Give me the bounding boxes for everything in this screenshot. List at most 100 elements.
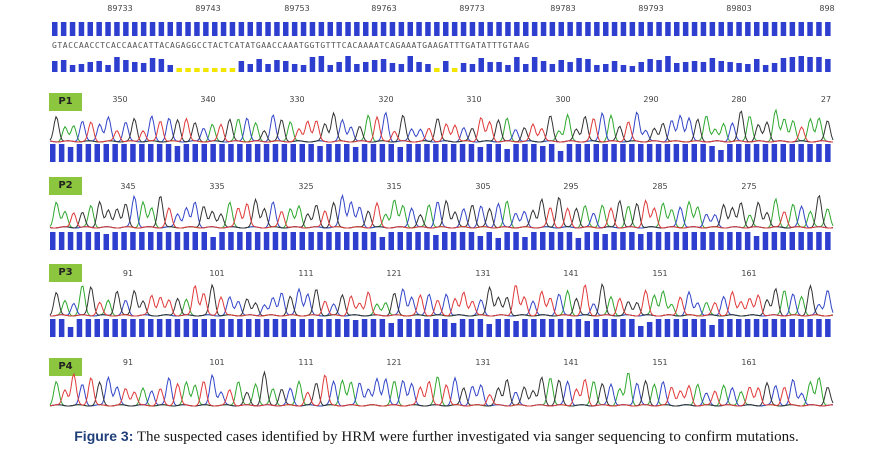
quality-bar	[344, 232, 350, 250]
quality-bar	[816, 144, 822, 162]
quality-bar	[780, 232, 786, 250]
quality-bar	[629, 144, 635, 162]
quality-bar	[477, 147, 484, 162]
quality-bar	[477, 236, 484, 250]
ref-bar	[451, 22, 458, 36]
quality-bar	[531, 144, 537, 162]
quality-bar	[85, 144, 92, 162]
quality-bar	[487, 62, 493, 72]
quality-bar	[691, 319, 697, 337]
quality-bar	[397, 319, 403, 337]
quality-bar	[468, 144, 475, 162]
quality-bar	[148, 232, 154, 250]
quality-bar	[718, 61, 724, 72]
quality-bar	[460, 63, 467, 72]
quality-bar	[468, 319, 475, 337]
quality-bar	[505, 65, 511, 72]
ref-bar	[105, 22, 111, 36]
ref-bar	[718, 22, 724, 36]
quality-bar	[611, 319, 617, 337]
quality-bar	[192, 232, 198, 250]
quality-bar	[210, 237, 216, 250]
caption-label: Figure 3:	[74, 428, 134, 444]
quality-bar	[60, 60, 67, 72]
quality-bar	[112, 319, 118, 337]
quality-bar	[76, 232, 83, 250]
quality-bar	[566, 319, 573, 337]
ref-bar	[505, 22, 511, 36]
quality-bar	[274, 60, 280, 72]
quality-bar	[265, 64, 271, 72]
quality-bar	[389, 63, 396, 72]
quality-bar	[548, 232, 555, 250]
quality-bar	[450, 323, 457, 337]
quality-bar	[709, 58, 716, 72]
quality-bar	[655, 232, 662, 250]
quality-bar	[442, 319, 448, 337]
ref-position-tick: 89773	[459, 4, 485, 13]
quality-bar	[370, 232, 377, 250]
quality-bar	[478, 58, 484, 72]
quality-bar	[58, 319, 65, 337]
quality-bar	[468, 232, 475, 250]
ref-bar	[212, 22, 218, 36]
quality-bar	[201, 232, 207, 250]
ref-bar	[265, 22, 271, 36]
quality-bar	[85, 319, 92, 337]
quality-bar	[263, 319, 270, 337]
quality-bar	[69, 65, 76, 72]
quality-bar	[638, 144, 644, 162]
ref-position-tick: 89793	[638, 4, 664, 13]
ref-bar	[345, 22, 351, 36]
caption-text: The suspected cases identified by HRM we…	[133, 429, 799, 445]
quality-bar	[237, 144, 243, 162]
quality-bar	[629, 232, 635, 250]
ref-bar	[318, 22, 325, 36]
quality-bar	[771, 63, 778, 72]
quality-bar	[673, 144, 680, 162]
quality-bar	[415, 319, 421, 337]
quality-bar	[762, 232, 769, 250]
quality-bar	[513, 232, 519, 250]
quality-bar	[477, 319, 484, 337]
quality-bar	[771, 232, 778, 250]
quality-bar	[416, 62, 422, 72]
quality-bar	[370, 144, 377, 162]
quality-bar	[450, 232, 457, 250]
quality-bar	[486, 324, 492, 337]
ref-bar	[727, 22, 733, 36]
quality-bar	[736, 232, 742, 250]
quality-bar	[646, 322, 653, 337]
ref-bar	[158, 22, 165, 36]
quality-bar	[291, 64, 298, 72]
quality-bar	[709, 325, 715, 337]
quality-bar	[415, 232, 421, 250]
quality-bar	[816, 57, 822, 72]
quality-bar	[744, 319, 751, 337]
ref-bar	[87, 22, 93, 36]
ref-bar	[256, 22, 262, 36]
panel-tick: 131	[475, 269, 491, 278]
quality-bar	[523, 64, 529, 72]
quality-bar	[335, 232, 341, 250]
quality-bar	[354, 64, 360, 72]
panel-tick: 335	[209, 182, 225, 191]
ref-bar	[380, 22, 387, 36]
quality-bar	[665, 56, 671, 72]
ref-bar	[674, 22, 680, 36]
ref-bar	[60, 22, 67, 36]
quality-bar	[352, 147, 359, 162]
quality-bar	[816, 232, 822, 250]
quality-bar	[682, 62, 689, 72]
ref-bar	[700, 22, 707, 36]
quality-bar	[237, 232, 243, 250]
quality-bar	[194, 68, 200, 72]
ref-bar	[149, 22, 156, 36]
quality-bar	[727, 144, 733, 162]
quality-bar	[576, 58, 582, 72]
figure-caption: Figure 3: The suspected cases identified…	[0, 428, 873, 446]
ref-bar	[78, 22, 85, 36]
quality-bar	[361, 144, 368, 162]
quality-bar	[345, 56, 351, 72]
ref-bar	[203, 22, 209, 36]
